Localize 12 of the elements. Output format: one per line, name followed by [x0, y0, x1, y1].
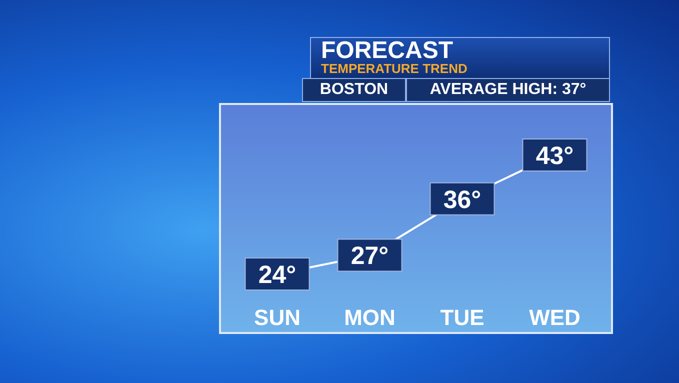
text: AVERAGE HIGH: 37° — [406, 78, 610, 102]
text: BOSTON — [302, 78, 406, 102]
chart-title: FORECAST — [321, 37, 453, 64]
chart-subtitle: TEMPERATURE TREND — [321, 61, 468, 76]
x-tick-label: SUN — [254, 305, 300, 330]
x-tick-label: TUE — [440, 305, 484, 330]
data-label: 43° — [536, 142, 574, 170]
data-label: 27° — [350, 242, 389, 270]
data-label: 24° — [258, 261, 296, 289]
x-tick-label: MON — [344, 305, 396, 330]
x-tick-label: WED — [529, 305, 580, 330]
data-label: 36° — [443, 186, 482, 214]
